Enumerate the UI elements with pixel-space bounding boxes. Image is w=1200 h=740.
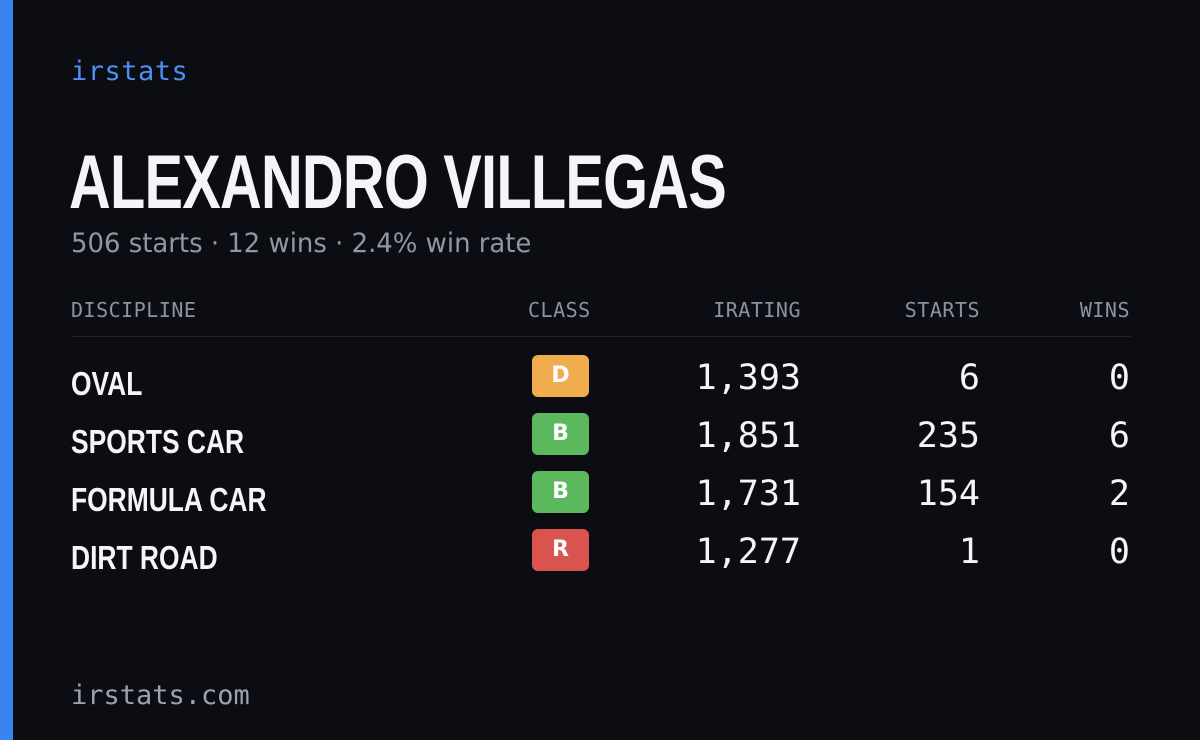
license-class-badge: B — [532, 413, 589, 455]
footer-domain: irstats.com — [71, 680, 250, 711]
irating-value: 1,851 — [695, 416, 801, 456]
table-row: OVAL D 1,393 6 0 — [71, 355, 1131, 413]
header-class: CLASS — [528, 298, 591, 322]
table-row: SPORTS CAR B 1,851 235 6 — [71, 413, 1131, 471]
career-summary: 506 starts · 12 wins · 2.4% win rate — [71, 228, 532, 259]
starts-value: 1 — [958, 532, 980, 572]
wins-value: 2 — [1108, 474, 1130, 514]
wins-value: 6 — [1108, 416, 1130, 456]
table-body: OVAL D 1,393 6 0 SPORTS CAR B 1,851 235 … — [71, 337, 1131, 587]
discipline-stats-table: DISCIPLINE CLASS IRATING STARTS WINS OVA… — [71, 296, 1131, 587]
header-wins: WINS — [1079, 298, 1130, 322]
discipline-name: OVAL — [71, 365, 143, 402]
table-header: DISCIPLINE CLASS IRATING STARTS WINS — [71, 296, 1131, 337]
table-row: FORMULA CAR B 1,731 154 2 — [71, 471, 1131, 529]
starts-value: 6 — [958, 358, 980, 398]
starts-value: 154 — [916, 474, 980, 514]
accent-bar — [0, 0, 13, 740]
irating-value: 1,277 — [695, 532, 801, 572]
starts-value: 235 — [916, 416, 980, 456]
discipline-name: FORMULA CAR — [71, 481, 267, 518]
player-name: ALEXANDRO VILLEGAS — [69, 140, 727, 225]
license-class-badge: D — [532, 355, 589, 397]
header-starts: STARTS — [904, 298, 980, 322]
table-row: DIRT ROAD R 1,277 1 0 — [71, 529, 1131, 587]
brand-logo: irstats — [71, 56, 189, 87]
wins-value: 0 — [1108, 532, 1130, 572]
discipline-name: SPORTS CAR — [71, 423, 245, 460]
wins-value: 0 — [1108, 358, 1130, 398]
license-class-badge: R — [532, 529, 589, 571]
discipline-name: DIRT ROAD — [71, 539, 218, 576]
irating-value: 1,393 — [695, 358, 801, 398]
header-discipline: DISCIPLINE — [71, 298, 197, 322]
license-class-badge: B — [532, 471, 589, 513]
header-irating: IRATING — [713, 298, 801, 322]
irating-value: 1,731 — [695, 474, 801, 514]
